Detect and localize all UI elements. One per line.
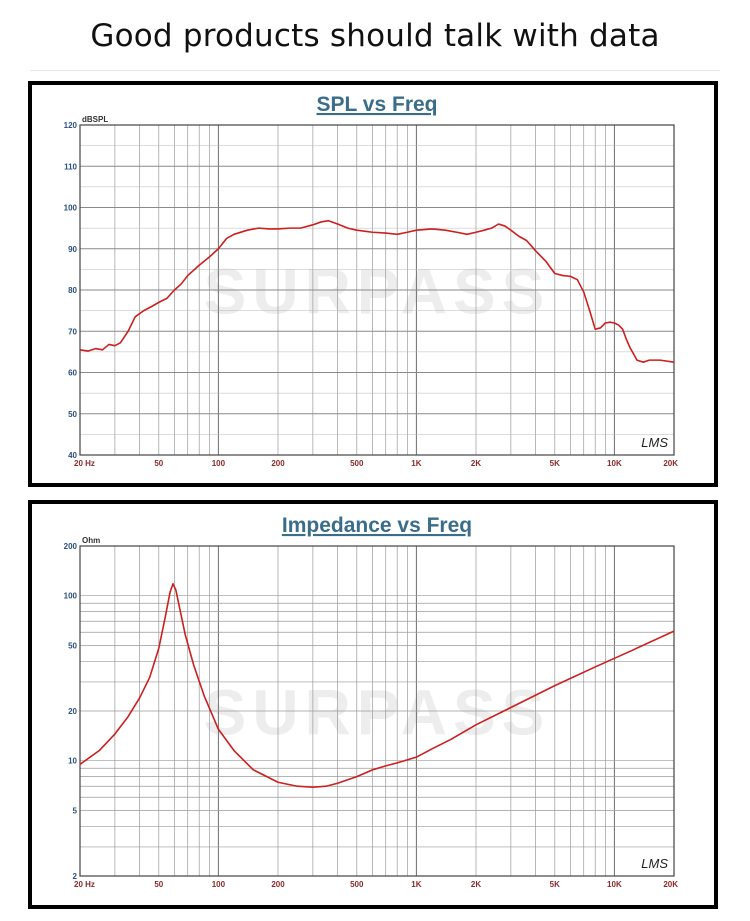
x-tick-label: 1K — [411, 880, 421, 889]
x-tick-label: 50 — [154, 459, 163, 468]
x-tick-label: 200 — [271, 880, 285, 889]
x-tick-label: 20 Hz — [74, 880, 95, 889]
y-tick-label: 5 — [73, 806, 78, 815]
x-tick-label: 100 — [212, 459, 226, 468]
x-tick-label: 20K — [663, 459, 678, 468]
y-tick-label: 110 — [64, 162, 77, 171]
y-tick-label: 100 — [64, 204, 78, 213]
x-tick-label: 2K — [471, 459, 481, 468]
lms-brand-mark: LMS — [641, 856, 668, 871]
y-tick-label: 60 — [68, 369, 77, 378]
y-tick-label: 120 — [64, 121, 78, 130]
lms-brand-mark: LMS — [641, 435, 668, 450]
watermark-text: SURPASS — [204, 677, 551, 749]
series-line-spl — [79, 219, 675, 363]
x-tick-label: 50 — [154, 880, 163, 889]
x-tick-label: 500 — [350, 459, 364, 468]
y-tick-label: 50 — [68, 410, 77, 419]
page-headline: Good products should talk with data — [90, 18, 660, 54]
x-tick-label: 2K — [471, 880, 481, 889]
x-tick-label: 200 — [271, 459, 285, 468]
x-tick-label: 20 Hz — [74, 459, 95, 468]
y-tick-label: 40 — [68, 451, 77, 460]
series-line-impedance — [79, 583, 675, 789]
x-tick-label: 1K — [411, 459, 421, 468]
y-tick-label: 200 — [64, 542, 78, 551]
chart-title: Impedance vs Freq — [282, 514, 472, 537]
spl-chart-panel: SURPASS SPL vs Freq dBSPL 40 50 60 70 80 90 100 11… — [28, 81, 718, 487]
spl-vs-freq-chart: SURPASS SPL vs Freq dBSPL 40 50 60 70 80 90 100 11… — [64, 93, 679, 468]
y-tick-label: 100 — [64, 592, 78, 601]
y-tick-label: 20 — [68, 707, 77, 716]
y-axis-label: Ohm — [82, 536, 100, 545]
y-tick-label: 80 — [68, 286, 77, 295]
y-tick-label: 50 — [68, 641, 77, 650]
plot-frame — [79, 545, 675, 877]
y-tick-label: 2 — [73, 872, 78, 881]
y-tick-label: 10 — [68, 757, 77, 766]
x-tick-label: 20K — [663, 880, 678, 889]
x-tick-label: 10K — [607, 880, 622, 889]
y-tick-label: 90 — [68, 245, 77, 254]
impedance-vs-freq-chart: SURPASS Impedance vs Freq Ohm 2 5 10 20 50 100 20… — [64, 514, 679, 889]
x-tick-label: 100 — [212, 880, 226, 889]
impedance-chart-panel: SURPASS Impedance vs Freq Ohm 2 5 10 20 50 100 20… — [28, 500, 718, 909]
plot-frame — [79, 124, 675, 456]
y-axis-label: dBSPL — [82, 115, 108, 124]
chart-title: SPL vs Freq — [317, 93, 438, 116]
headline-divider — [30, 70, 720, 71]
grid-lines — [79, 124, 675, 456]
x-tick-label: 10K — [607, 459, 622, 468]
x-tick-label: 5K — [550, 459, 560, 468]
x-tick-label: 500 — [350, 880, 364, 889]
watermark-text: SURPASS — [204, 256, 551, 328]
y-tick-label: 70 — [68, 327, 77, 336]
x-tick-label: 5K — [550, 880, 560, 889]
